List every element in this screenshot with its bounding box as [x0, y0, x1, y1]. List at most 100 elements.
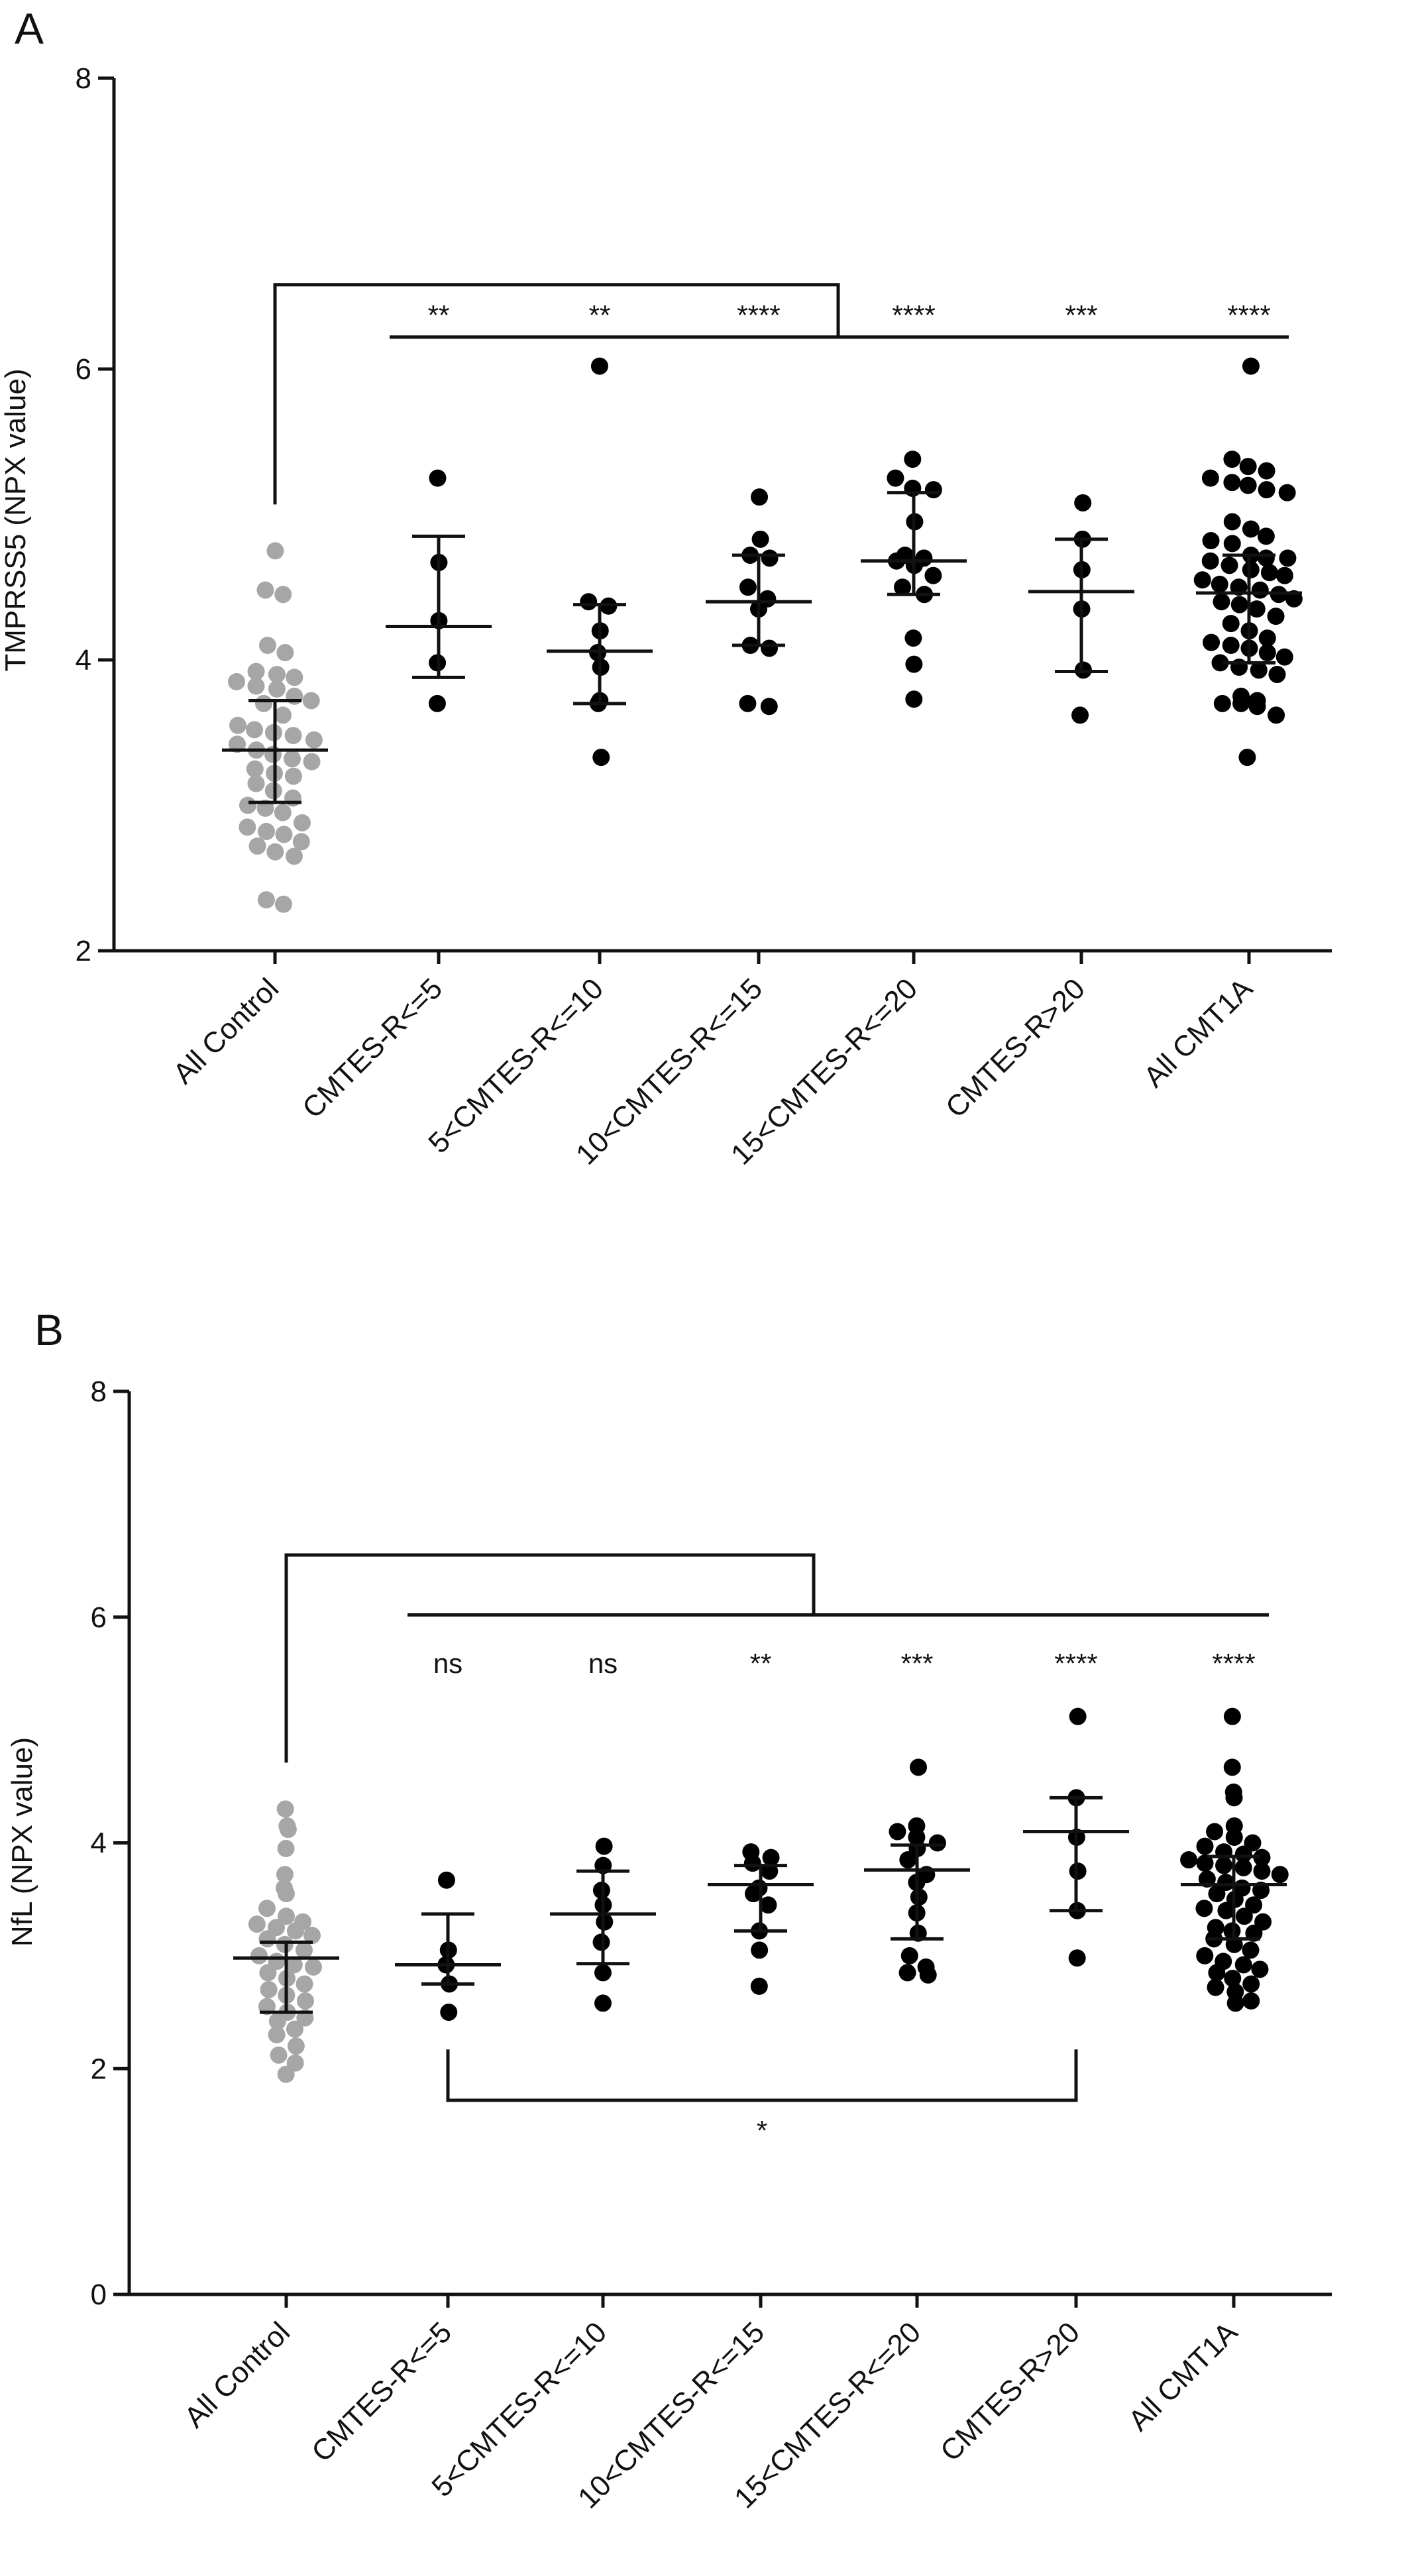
data-point-b [437, 1871, 455, 1889]
data-point-b [1068, 1949, 1086, 1967]
data-point-b [750, 1879, 768, 1897]
significance-label-a: **** [892, 299, 935, 331]
data-point-a [1275, 648, 1293, 666]
data-point-b [440, 2004, 458, 2021]
data-point-b [594, 1964, 612, 1982]
data-point-a [274, 586, 292, 604]
data-point-a [1203, 633, 1220, 651]
data-point-b [276, 1879, 294, 1897]
data-point-b [1254, 1913, 1272, 1931]
x-tick-label-b: All Control [178, 2316, 296, 2434]
significance-label-a: **** [737, 299, 780, 331]
comparison-bracket-b [284, 1553, 816, 1763]
data-point-a [303, 753, 321, 771]
y-tick-label-a: 6 [76, 353, 91, 386]
data-point-b [908, 1817, 926, 1835]
data-point-b [1215, 1856, 1233, 1874]
data-point-a [266, 843, 284, 861]
data-point-b [277, 1907, 295, 1925]
data-point-b [762, 1849, 780, 1866]
lower-bracket-b [446, 2049, 1078, 2102]
data-point-a [1258, 481, 1275, 499]
data-point-a [1071, 706, 1089, 724]
data-point-a [761, 549, 779, 567]
data-point-b [1215, 1953, 1232, 1970]
data-point-b [277, 1840, 295, 1858]
data-point-a [268, 680, 286, 698]
data-point-b [1234, 1956, 1252, 1974]
data-point-a [580, 593, 598, 611]
lower-bracket-label-b: * [757, 2115, 767, 2146]
data-point-b [1271, 1866, 1289, 1884]
data-point-a [887, 469, 904, 487]
data-point-a [1201, 469, 1219, 487]
data-point-a [258, 637, 276, 655]
data-point-b [260, 1980, 278, 1998]
data-point-b [1253, 1862, 1271, 1880]
data-point-b [250, 1947, 268, 1964]
data-point-b [1196, 1837, 1214, 1855]
data-point-b [278, 1817, 296, 1835]
data-point-b [1234, 1858, 1252, 1876]
data-point-a [293, 814, 311, 832]
data-point-b [1242, 1975, 1260, 1993]
data-point-b [917, 1958, 935, 1976]
significance-label-b: **** [1212, 1648, 1255, 1679]
significance-label-b: **** [1054, 1648, 1097, 1679]
data-point-b [1223, 1922, 1241, 1940]
data-point-b [1242, 1992, 1260, 2010]
data-point-b [268, 1953, 286, 1970]
data-point-a [1268, 665, 1286, 683]
data-point-b [1224, 1969, 1242, 1987]
x-tick-label-a: CMTES-R<=5 [296, 972, 449, 1124]
significance-label-a: ** [428, 299, 450, 331]
x-tick-label-a: CMTES-R>20 [940, 972, 1091, 1124]
data-point-b [750, 1977, 768, 1995]
data-point-a [1279, 549, 1297, 567]
data-point-b [1235, 1907, 1253, 1925]
x-tick-label-a: All Control [167, 972, 285, 1090]
data-point-a [1260, 564, 1278, 582]
data-point-b [286, 2020, 303, 2038]
data-point-b [910, 1758, 928, 1776]
data-point-a [248, 837, 266, 855]
data-point-b [1225, 1817, 1243, 1835]
data-point-a [247, 775, 265, 792]
data-point-a [1193, 571, 1211, 589]
data-point-b [276, 1800, 294, 1818]
data-point-a [239, 818, 256, 836]
data-point-a [429, 469, 447, 487]
data-point-b [248, 1915, 266, 1933]
significance-label-a: *** [1065, 299, 1097, 331]
data-point-b [296, 1975, 313, 1993]
data-point-b [1069, 1707, 1087, 1725]
y-tick-label-b: 6 [91, 1601, 107, 1634]
data-point-a [257, 823, 275, 841]
panel-letter-b: B [34, 1305, 64, 1354]
data-point-b [594, 1994, 612, 2012]
data-point-a [904, 629, 922, 647]
data-point-a [276, 644, 294, 662]
data-point-a [1201, 552, 1219, 570]
x-tick-label-b: All CMT1A [1122, 2316, 1244, 2438]
data-point-b [1217, 1874, 1235, 1892]
data-point-a [1222, 615, 1240, 633]
data-point-a [1257, 549, 1275, 567]
data-point-a [1242, 357, 1260, 375]
data-point-a [1230, 596, 1248, 614]
data-point-b [270, 2046, 288, 2064]
data-point-a [1248, 692, 1266, 710]
y-tick-label-a: 2 [76, 935, 91, 967]
data-point-b [1245, 1896, 1263, 1914]
data-point-a [1242, 561, 1260, 578]
significance-label-a: **** [1227, 299, 1270, 331]
data-point-a [1238, 749, 1256, 767]
data-point-a [239, 796, 256, 814]
data-point-a [924, 566, 942, 584]
data-point-b [1207, 1978, 1224, 1996]
significance-label-b: ns [433, 1648, 462, 1679]
data-point-a [284, 727, 302, 745]
data-point-b [742, 1843, 760, 1861]
data-point-a [751, 530, 769, 548]
